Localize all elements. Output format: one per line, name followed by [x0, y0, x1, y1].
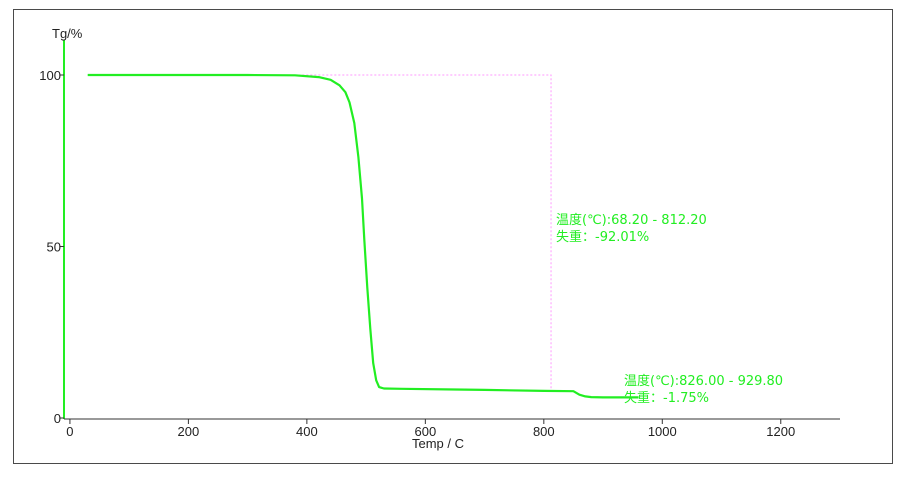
- y-axis-title: Tg/%: [52, 26, 83, 41]
- tg-curve: [87, 73, 639, 399]
- axes: [63, 40, 840, 420]
- x-axis-title: Temp / C: [412, 436, 464, 451]
- y-tick-label: 0: [54, 411, 61, 426]
- y-tick-label: 100: [39, 68, 61, 83]
- x-tick-label: 400: [296, 424, 318, 439]
- annotation-2-mass-loss: 失重：-1.75%: [624, 390, 709, 406]
- x-tick-label: 0: [66, 424, 73, 439]
- x-ticks: 0 200 400 600 800 1000 1200: [66, 419, 795, 439]
- x-tick-label: 800: [533, 424, 555, 439]
- x-tick-label: 1000: [648, 424, 677, 439]
- y-tick-label: 50: [47, 240, 61, 255]
- annotations: 温度(℃):68.20 - 812.20 失重：-92.01% 温度(℃):82…: [556, 212, 783, 406]
- annotation-1-temp-range: 温度(℃):68.20 - 812.20: [556, 212, 707, 228]
- annotation-2-temp-range: 温度(℃):826.00 - 929.80: [624, 373, 783, 389]
- x-tick-label: 600: [414, 424, 436, 439]
- x-tick-label: 1200: [766, 424, 795, 439]
- y-ticks: 0 50 100: [39, 68, 64, 426]
- chart-frame: [13, 9, 893, 464]
- mass-loss-bracket: [110, 74, 552, 391]
- annotation-1-mass-loss: 失重：-92.01%: [556, 229, 649, 245]
- x-tick-label: 200: [178, 424, 200, 439]
